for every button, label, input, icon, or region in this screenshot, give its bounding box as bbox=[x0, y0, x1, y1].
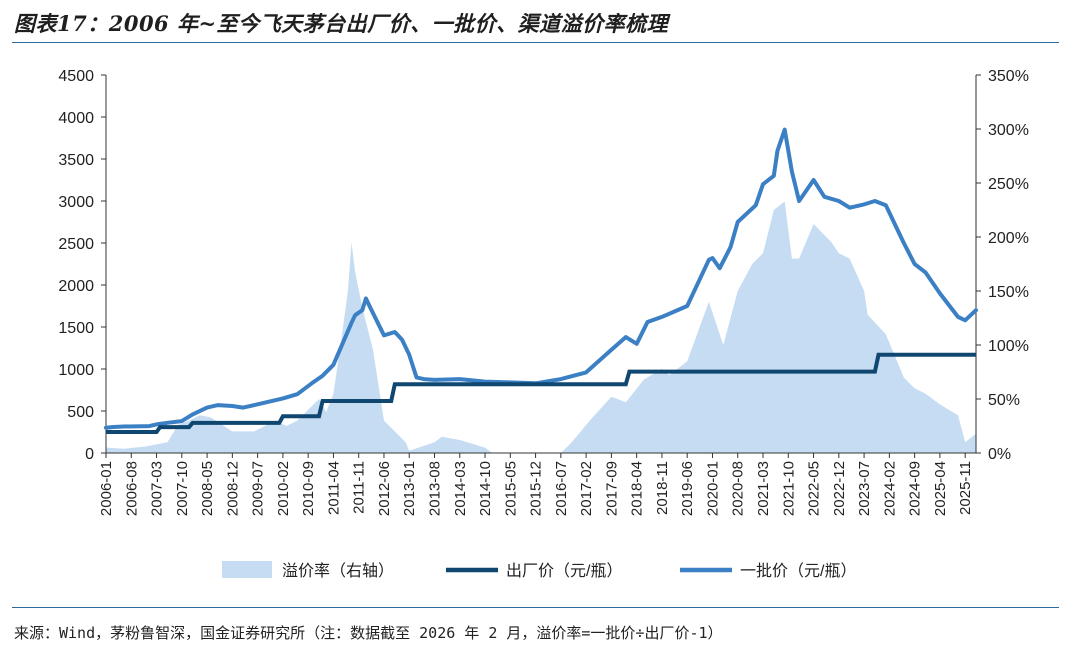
x-axis-tick-label: 2017-09 bbox=[603, 461, 620, 516]
x-axis-tick-label: 2010-09 bbox=[300, 461, 317, 516]
x-axis-tick-label: 2013-01 bbox=[401, 461, 418, 516]
chart-canvas: 0 500 1000 1500 2000 2500 3000 3500 4000 4500 0% 50… bbox=[58, 68, 1029, 580]
left-axis-tick-label: 1000 bbox=[58, 362, 94, 379]
left-axis-tick-label: 0 bbox=[85, 446, 94, 463]
left-axis-tick-label: 2500 bbox=[58, 236, 94, 253]
right-axis-tick-label: 200% bbox=[988, 230, 1029, 247]
source-note: 来源：Wind，茅粉鲁智深，国金证券研究所（注：数据截至 2026 年 2 月，… bbox=[14, 624, 723, 642]
right-axis-tick-label: 150% bbox=[988, 284, 1029, 301]
legend-label-wholesale: 一批价（元/瓶） bbox=[740, 562, 856, 580]
legend-label-premium: 溢价率（右轴） bbox=[282, 562, 394, 580]
footer-divider bbox=[12, 607, 1059, 608]
x-axis-tick-label: 2022-05 bbox=[806, 461, 823, 516]
x-axis-tick-label: 2022-12 bbox=[831, 461, 848, 516]
x-axis-tick-label: 2012-06 bbox=[376, 461, 393, 516]
left-axis-tick-label: 1500 bbox=[58, 320, 94, 337]
x-axis-tick-label: 2023-07 bbox=[856, 461, 873, 516]
right-axis-tick-label: 0% bbox=[988, 446, 1011, 463]
right-axis-tick-label: 50% bbox=[988, 392, 1020, 409]
x-axis-tick-label: 2009-07 bbox=[250, 461, 267, 516]
x-axis-tick-label: 2015-05 bbox=[502, 461, 519, 516]
x-axis-tick-label: 2018-04 bbox=[629, 461, 646, 516]
x-axis-tick-label: 2007-03 bbox=[149, 461, 166, 516]
x-axis-tick-label: 2007-10 bbox=[174, 461, 191, 516]
x-axis-tick-label: 2010-02 bbox=[275, 461, 292, 516]
x-axis-tick-label: 2025-04 bbox=[932, 461, 949, 516]
x-axis-tick-label: 2019-06 bbox=[679, 461, 696, 516]
chart-title: 图表17：2006 年~至今飞天茅台出厂价、一批价、渠道溢价率梳理 bbox=[14, 11, 669, 36]
x-axis-tick-label: 2013-08 bbox=[427, 461, 444, 516]
legend: 溢价率（右轴） 出厂价（元/瓶） 一批价（元/瓶） bbox=[222, 561, 856, 580]
x-axis-tick-label: 2016-07 bbox=[553, 461, 570, 516]
x-axis-tick-label: 2011-04 bbox=[325, 461, 342, 515]
x-axis-tick-label: 2008-12 bbox=[224, 461, 241, 516]
legend-label-factory: 出厂价（元/瓶） bbox=[506, 562, 622, 580]
x-axis-tick-label: 2024-02 bbox=[881, 461, 898, 516]
x-axis-tick-label: 2018-11 bbox=[654, 461, 671, 515]
factory-price-line bbox=[106, 352, 976, 434]
x-axis-tick-label: 2006-01 bbox=[98, 461, 115, 516]
x-axis-tick-label: 2020-08 bbox=[730, 461, 747, 516]
premium-rate-area bbox=[106, 201, 976, 453]
right-axis-tick-label: 300% bbox=[988, 122, 1029, 139]
x-axis-tick-label: 2006-08 bbox=[123, 461, 140, 516]
x-axis-tick-label: 2020-01 bbox=[704, 461, 721, 516]
x-axis-tick-label: 2021-03 bbox=[755, 461, 772, 516]
left-axis-tick-label: 3000 bbox=[58, 194, 94, 211]
legend-swatch-premium bbox=[222, 561, 272, 578]
right-axis-tick-label: 250% bbox=[988, 176, 1029, 193]
x-axis-tick-label: 2014-10 bbox=[477, 461, 494, 516]
x-axis-tick-label: 2024-09 bbox=[907, 461, 924, 516]
right-axis-tick-label: 350% bbox=[988, 68, 1029, 85]
right-axis-tick-label: 100% bbox=[988, 338, 1029, 355]
x-axis-tick-label: 2008-05 bbox=[199, 461, 216, 516]
left-axis-tick-label: 4500 bbox=[58, 68, 94, 85]
left-axis-tick-label: 4000 bbox=[58, 110, 94, 127]
price-lines-layer bbox=[104, 127, 978, 434]
x-axis-tick-label: 2017-02 bbox=[578, 461, 595, 516]
title-divider bbox=[12, 42, 1059, 43]
x-axis-tick-label: 2011-11 bbox=[351, 461, 368, 514]
axes: 0 500 1000 1500 2000 2500 3000 3500 4000 4500 0% 50… bbox=[58, 68, 1029, 516]
left-axis-tick-label: 2000 bbox=[58, 278, 94, 295]
left-axis-tick-label: 3500 bbox=[58, 152, 94, 169]
x-axis-tick-label: 2015-12 bbox=[528, 461, 545, 516]
left-axis-tick-label: 500 bbox=[67, 404, 94, 421]
premium-area-layer bbox=[106, 201, 976, 453]
x-axis-tick-label: 2014-03 bbox=[452, 461, 469, 516]
x-axis-tick-label: 2025-11 bbox=[957, 461, 974, 515]
x-axis-tick-label: 2021-10 bbox=[780, 461, 797, 516]
